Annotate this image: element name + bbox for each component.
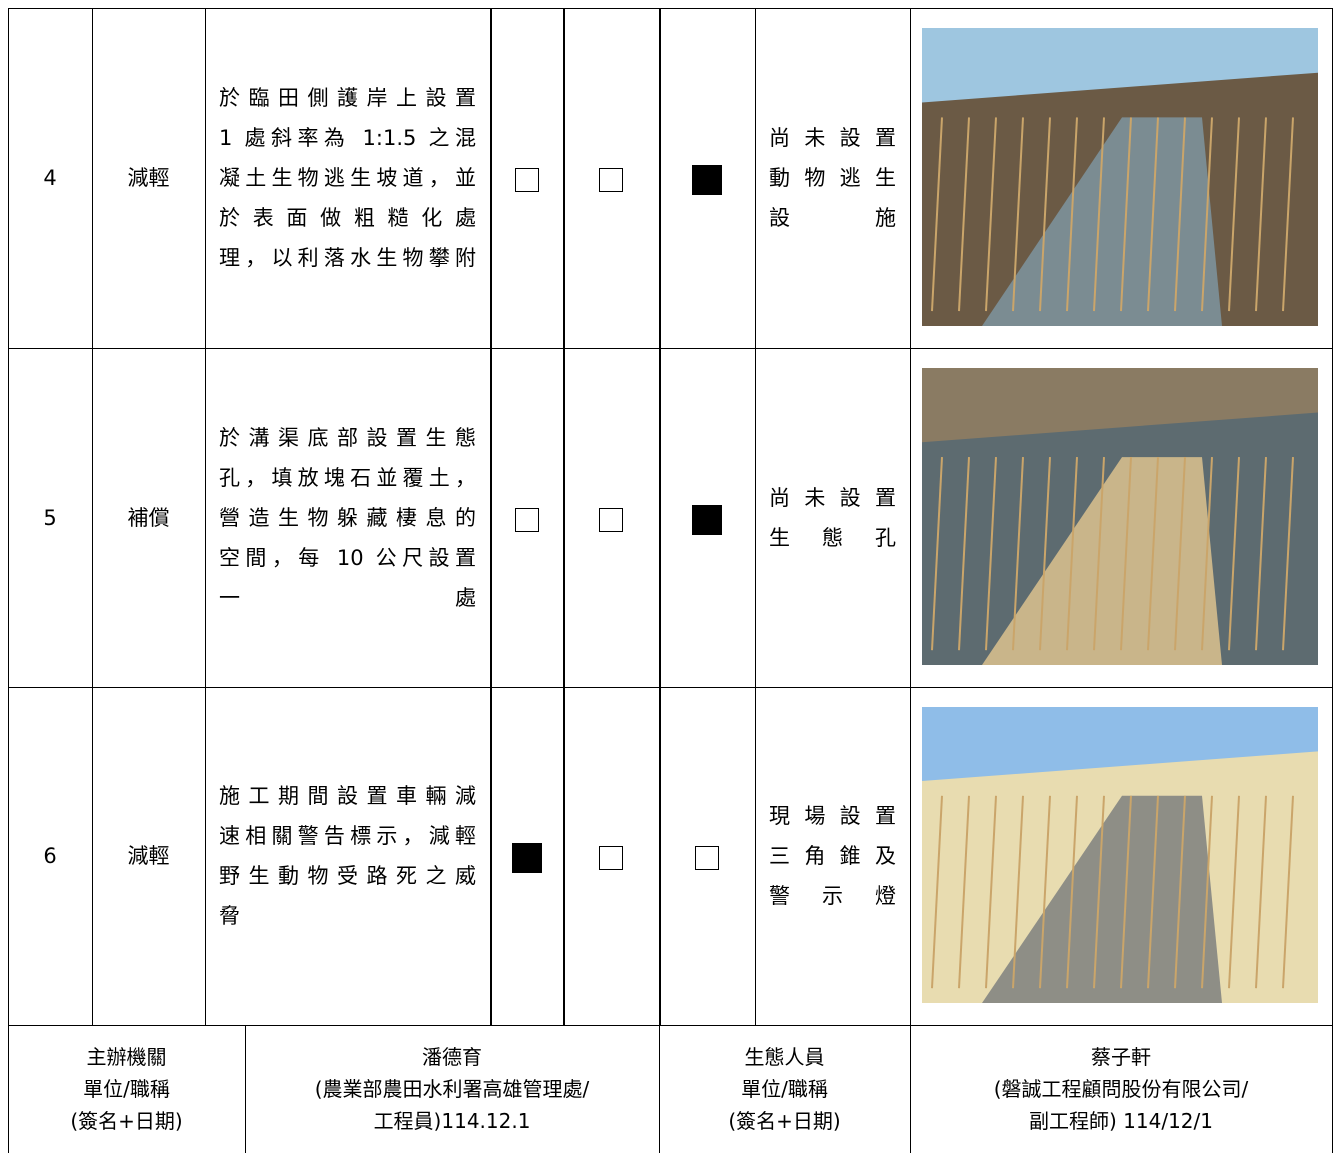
rule xyxy=(1332,8,1333,1025)
footer-line: 主辦機關 xyxy=(86,1045,167,1069)
checkbox xyxy=(514,168,539,192)
site-photo xyxy=(922,368,1318,665)
description-line: 於溝渠底部設置生態 xyxy=(219,425,476,450)
footer-cell: 生態人員單位/職稱 (簽名+日期) xyxy=(659,1025,910,1153)
rule xyxy=(755,8,756,1025)
status-line: 警示燈 xyxy=(769,884,896,908)
description-line: 一處 xyxy=(219,585,476,610)
category: 減輕 xyxy=(127,844,170,868)
rule xyxy=(8,1025,1332,1026)
description-line: 速相關警告標示，減輕 xyxy=(219,824,476,848)
rule xyxy=(8,687,1332,688)
rule xyxy=(659,1025,660,1153)
description-line: 於表面做粗糙化處 xyxy=(219,206,476,230)
description-line: 於臨田側護岸上設置 xyxy=(219,86,476,110)
status-line: 現場設置 xyxy=(769,804,896,828)
footer-line: 生態人員 xyxy=(744,1045,825,1069)
rule xyxy=(8,348,1332,349)
checkbox xyxy=(511,843,542,873)
status-line: 生態孔 xyxy=(769,525,896,550)
description: 於溝渠底部設置生態 孔，填放塊石並覆土， 營造生物躲藏棲息的 空間，每 10 公尺設置… xyxy=(219,348,476,687)
footer-line: 單位/職稱 xyxy=(741,1077,828,1101)
rule xyxy=(1332,1025,1333,1153)
item-number: 6 xyxy=(43,844,57,868)
footer-line: 蔡子軒 xyxy=(1091,1045,1151,1069)
item-number: 4 xyxy=(43,166,57,190)
status-line: 動物逃生 xyxy=(769,166,896,190)
rule xyxy=(92,8,93,1025)
checkbox xyxy=(695,846,719,870)
status: 尚未設置 生態孔 xyxy=(769,348,896,687)
description-line: 凝土生物逃生坡道，並 xyxy=(219,166,476,190)
footer-line: (磐誠工程顧問股份有限公司/ xyxy=(993,1077,1249,1101)
rule xyxy=(563,8,565,1025)
footer-line: 單位/職稱 xyxy=(83,1077,170,1101)
status-line: 三角錐及 xyxy=(769,844,896,868)
rule xyxy=(8,8,9,1025)
status-line: 尚未設置 xyxy=(769,126,896,150)
description-line: 空間，每 10 公尺設置 xyxy=(219,545,476,570)
footer-line: (簽名+日期) xyxy=(70,1109,183,1133)
status-line: 尚未設置 xyxy=(769,485,896,510)
footer-line: (簽名+日期) xyxy=(728,1109,841,1133)
description-line: 孔，填放塊石並覆土， xyxy=(219,465,476,490)
footer-cell: 潘德育 (農業部農田水利署高雄管理處/工程員)114.12.1 xyxy=(245,1025,659,1153)
footer-line: 副工程師) 114/12/1 xyxy=(1029,1109,1213,1133)
checkbox xyxy=(692,504,722,535)
rule xyxy=(245,1025,246,1153)
footer-line: (農業部農田水利署高雄管理處/ xyxy=(314,1077,590,1101)
description: 於臨田側護岸上設置 1 處斜率為 1:1.5 之混 凝土生物逃生坡道，並 於表面做粗糙… xyxy=(219,8,476,348)
description-line: 理，以利落水生物攀附 xyxy=(219,246,476,270)
checkbox xyxy=(599,846,623,870)
rule xyxy=(8,8,1332,9)
item-number: 5 xyxy=(43,505,57,530)
description-line: 1 處斜率為 1:1.5 之混 xyxy=(219,126,476,150)
checkbox xyxy=(692,165,722,195)
footer-line: 潘德育 xyxy=(422,1045,482,1069)
description-line: 脅 xyxy=(219,904,240,928)
category: 減輕 xyxy=(127,166,170,190)
status: 尚未設置動物逃生設施 xyxy=(769,8,896,348)
category: 補償 xyxy=(127,505,170,530)
description-line: 營造生物躲藏棲息的 xyxy=(219,505,476,530)
description-line: 野生動物受路死之威 xyxy=(219,864,476,888)
checkbox xyxy=(599,507,623,532)
rule xyxy=(910,1025,911,1153)
rule xyxy=(205,8,206,1025)
footer-cell: 主辦機關單位/職稱 (簽名+日期) xyxy=(8,1025,245,1153)
checkbox xyxy=(514,507,539,532)
checkbox xyxy=(599,168,623,192)
description-line: 施工期間設置車輛減 xyxy=(219,784,476,808)
footer-line: 工程員)114.12.1 xyxy=(373,1109,531,1133)
rule xyxy=(659,8,661,1025)
footer-cell: 蔡子軒 (磐誠工程顧問股份有限公司/副工程師) 114/12/1 xyxy=(910,1025,1332,1153)
description: 施工期間設置車輛減 速相關警告標示，減輕 野生動物受路死之威脅 xyxy=(219,687,476,1025)
status-line: 設施 xyxy=(769,206,896,230)
site-photo xyxy=(922,707,1318,1003)
rule xyxy=(8,1025,9,1153)
rule xyxy=(910,8,911,1025)
site-photo xyxy=(922,28,1318,326)
rule xyxy=(490,8,492,1025)
status: 現場設置三角錐及警示燈 xyxy=(769,687,896,1025)
